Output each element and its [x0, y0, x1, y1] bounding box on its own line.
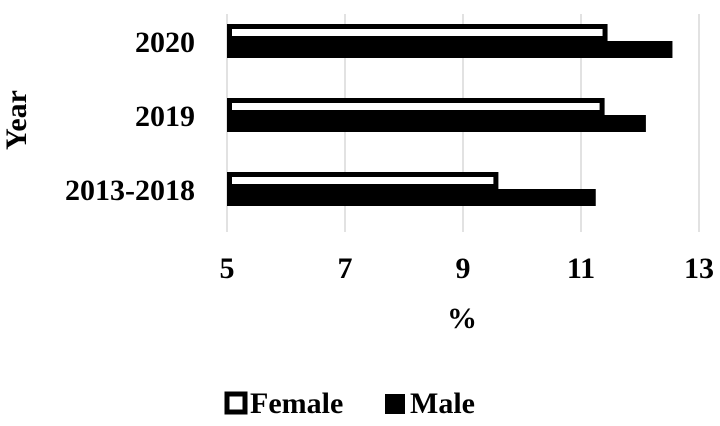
y-tick-label: 2013-2018	[65, 174, 195, 207]
bar-female-2013-2018	[227, 172, 499, 189]
x-axis-title: %	[447, 302, 477, 335]
bars	[227, 24, 673, 206]
x-tick-label: 11	[567, 252, 595, 285]
bar-female-2019	[227, 98, 605, 115]
bar-male-2019	[227, 115, 646, 132]
x-tick-label: 5	[220, 252, 235, 285]
x-tick-label: 9	[456, 252, 471, 285]
y-tick-labels: 2020 2019 2013-2018	[65, 26, 195, 207]
legend-swatch-female	[224, 391, 248, 415]
y-tick-label: 2020	[135, 26, 195, 59]
y-tick-label: 2019	[135, 100, 195, 133]
x-tick-labels: 5 7 9 11 13	[220, 252, 715, 285]
legend-label-female: Female	[250, 387, 343, 420]
legend-label-male: Male	[410, 387, 475, 420]
x-tick-label: 7	[338, 252, 353, 285]
y-axis-title: Year	[0, 90, 33, 150]
bar-male-2020	[227, 41, 673, 58]
legend-swatch-male	[385, 394, 405, 414]
legend: Female Male	[224, 387, 475, 420]
bar-female-2020	[227, 24, 608, 41]
x-tick-label: 13	[684, 252, 714, 285]
bar-male-2013-2018	[227, 189, 596, 206]
